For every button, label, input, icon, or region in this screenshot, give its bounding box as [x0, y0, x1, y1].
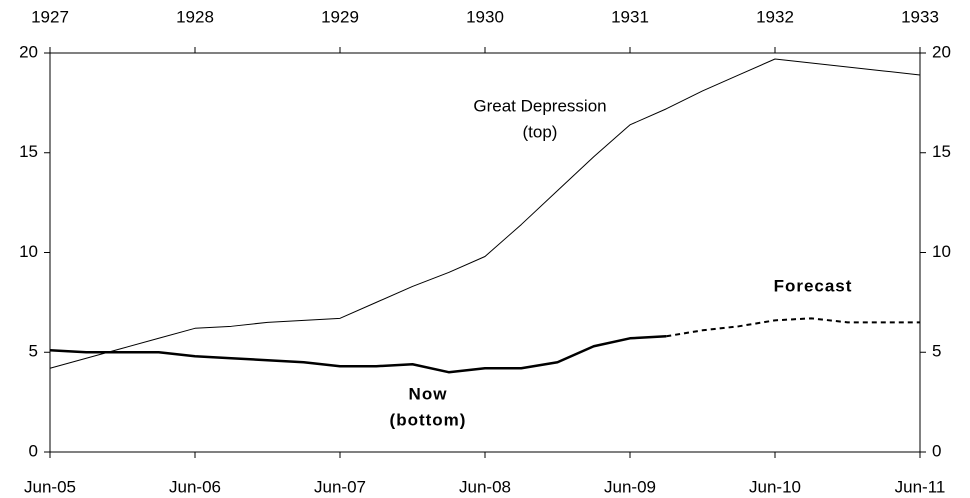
y-tick-label: 15 — [19, 142, 38, 161]
x-tick-label: Jun-11 — [895, 477, 946, 496]
x-tick-label: Jun-06 — [169, 477, 221, 496]
y-tick-label: 10 — [19, 242, 38, 261]
top-x-tick-label: 1930 — [466, 7, 504, 26]
top-x-tick-label: 1931 — [611, 7, 649, 26]
series-label: Now — [409, 384, 448, 403]
y2-tick-label: 0 — [932, 441, 941, 460]
x-tick-label: Jun-10 — [749, 477, 801, 496]
y-tick-label: 0 — [29, 441, 38, 460]
series-line — [49, 58, 921, 369]
y2-tick-label: 10 — [932, 242, 951, 261]
series-label: Great Depression — [473, 96, 606, 115]
series-line — [49, 335, 667, 374]
series-label: Forecast — [774, 276, 853, 295]
top-x-tick-label: 1929 — [321, 7, 359, 26]
top-x-tick-label: 1927 — [31, 7, 69, 26]
top-x-tick-label: 1933 — [901, 7, 939, 26]
y2-tick-label: 5 — [932, 342, 941, 361]
top-x-tick-label: 1932 — [756, 7, 794, 26]
series-label: (top) — [523, 122, 558, 141]
x-tick-label: Jun-05 — [24, 477, 76, 496]
x-tick-label: Jun-07 — [314, 477, 366, 496]
y2-tick-label: 20 — [932, 42, 951, 61]
x-tick-label: Jun-08 — [459, 477, 511, 496]
y2-tick-label: 15 — [932, 142, 951, 161]
top-x-tick-label: 1928 — [176, 7, 214, 26]
series-line — [666, 317, 920, 338]
y-tick-label: 20 — [19, 42, 38, 61]
y-tick-label: 5 — [29, 342, 38, 361]
x-tick-label: Jun-09 — [604, 477, 656, 496]
series-label: (bottom) — [390, 410, 467, 429]
